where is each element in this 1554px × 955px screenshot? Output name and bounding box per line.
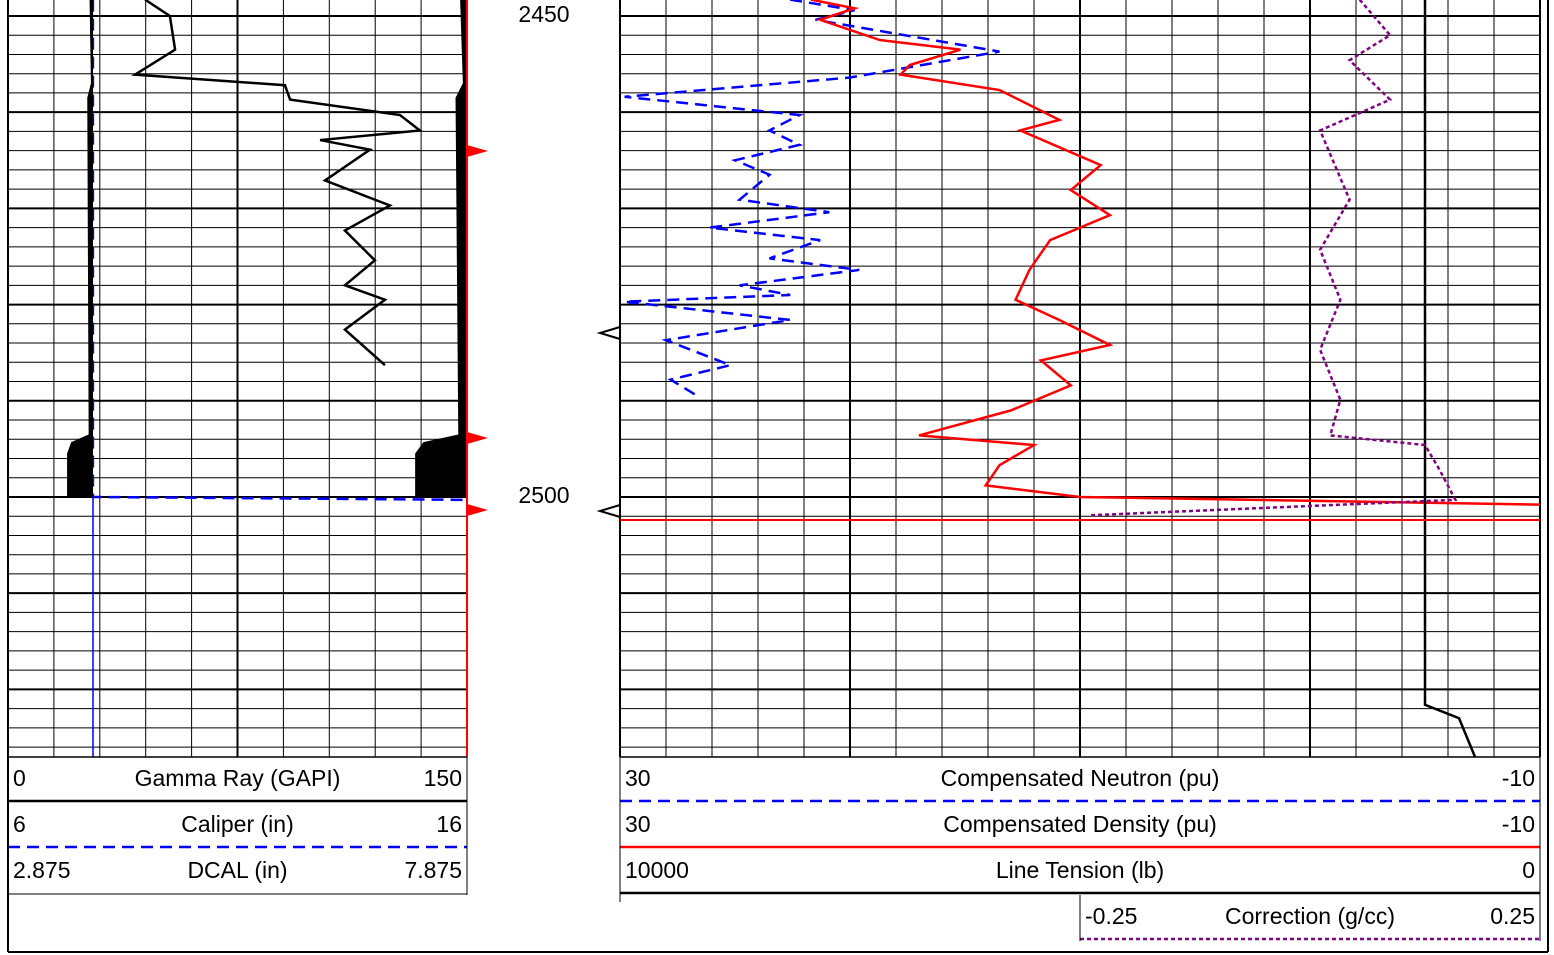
curve-name: Gamma Ray (GAPI)	[135, 765, 341, 791]
curve	[91, 0, 468, 502]
scale-max: -10	[1502, 765, 1535, 791]
scale-max: 0.25	[1490, 903, 1535, 929]
marker	[596, 326, 621, 340]
scale-min: 10000	[625, 857, 689, 883]
scale-min: -0.25	[1085, 903, 1137, 929]
curve	[1423, 0, 1477, 758]
scale-max: 0	[1522, 857, 1535, 883]
curve-name: Line Tension (lb)	[996, 857, 1164, 883]
scale-max: -10	[1502, 811, 1535, 837]
curve-name: Compensated Density (pu)	[943, 811, 1217, 837]
marker	[467, 504, 488, 516]
curve	[810, 0, 1541, 506]
dcal-fill	[67, 0, 93, 497]
curve-name: DCAL (in)	[187, 857, 287, 883]
curve-name: Correction (g/cc)	[1225, 903, 1395, 929]
curves	[67, 0, 1541, 758]
scale-max: 150	[424, 765, 462, 791]
depth-markers	[467, 145, 1540, 521]
scale-min: 2.875	[13, 857, 71, 883]
headers: 0 Gamma Ray (GAPI) 150 6 Caliper (in) 16 2.875…	[7, 0, 1549, 953]
curve	[131, 0, 424, 367]
scale-max: 16	[436, 811, 462, 837]
dcal-fill	[415, 0, 467, 497]
curve	[624, 0, 1000, 397]
depth-label: 2450	[518, 1, 569, 27]
curve	[1090, 0, 1458, 517]
curve-name: Compensated Neutron (pu)	[941, 765, 1220, 791]
marker	[596, 504, 621, 518]
curve-name: Caliper (in)	[181, 811, 293, 837]
marker	[467, 432, 488, 444]
scale-max: 7.875	[404, 857, 462, 883]
scale-min: 30	[625, 811, 651, 837]
marker	[467, 145, 488, 157]
scale-min: 30	[625, 765, 651, 791]
depth-label: 2500	[518, 482, 569, 508]
scale-min: 6	[13, 811, 26, 837]
scale-min: 0	[13, 765, 26, 791]
